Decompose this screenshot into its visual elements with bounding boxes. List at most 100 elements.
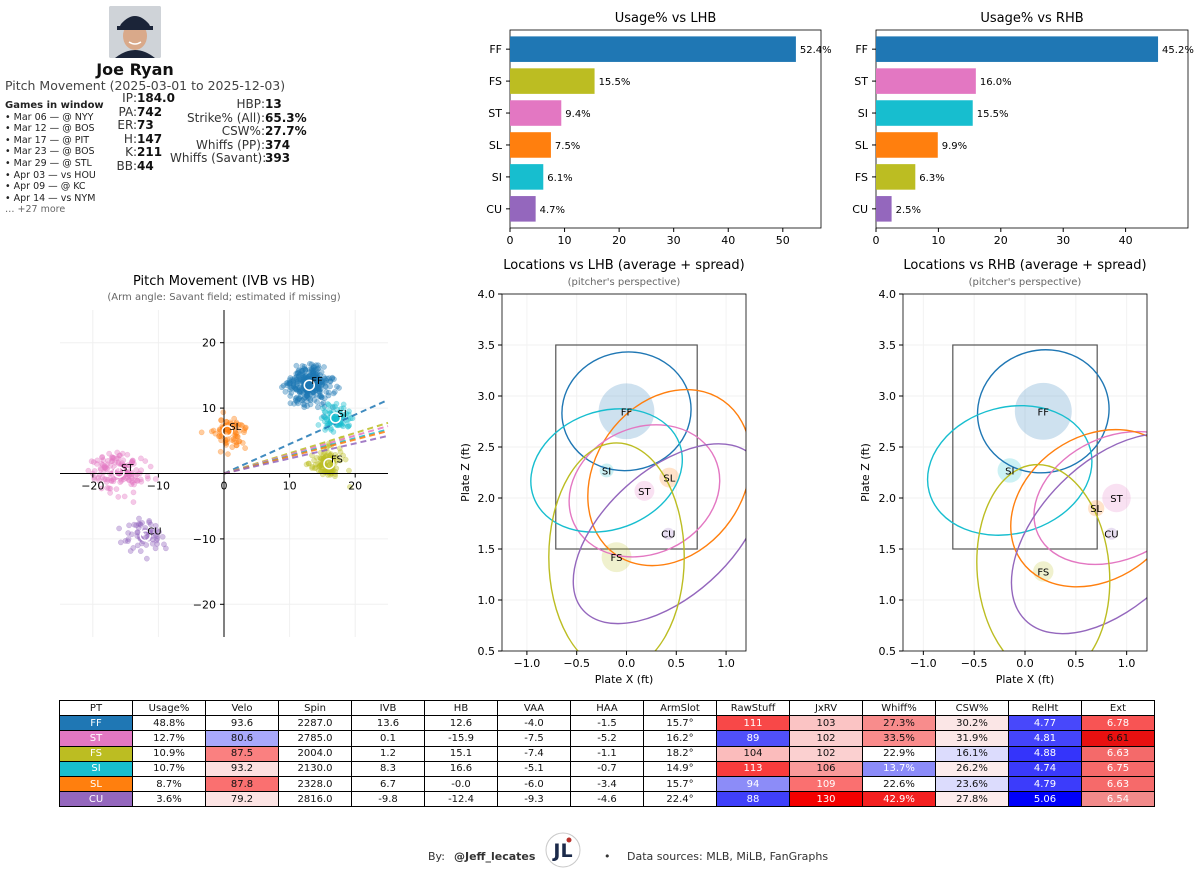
category-label: SI: [858, 107, 868, 120]
pitch-point: [152, 522, 159, 529]
pitch-point: [98, 485, 105, 492]
games-list: Games in window • Mar 06 — @ NYY • Mar 1…: [5, 100, 145, 216]
pitch-point: [293, 362, 300, 369]
stat-value: 13: [265, 97, 282, 111]
games-title: Games in window: [5, 100, 104, 111]
pitch-point: [153, 537, 160, 544]
player-photo-icon: [109, 6, 161, 58]
y-tick-label: 2.0: [478, 492, 496, 505]
table-row: FS 10.9% 87.5 2004.0 1.2 15.1 -7.4 -1.1 18.2° 104…: [59, 745, 1155, 762]
pitch-point: [109, 454, 115, 460]
pitch-point: [224, 439, 230, 446]
x-tick-label: 0: [221, 480, 228, 493]
bar-ff: [876, 36, 1159, 62]
table-cell: 104: [716, 745, 790, 762]
pitch-point: [305, 460, 312, 467]
footer: By: @Jeff_lecates JL • Data sources: MLB…: [0, 830, 1200, 870]
table-cell: 22.9%: [862, 745, 936, 762]
pitch-label: ST: [638, 487, 651, 498]
avg-blob-ff: [1014, 382, 1072, 440]
pitch-point: [227, 419, 234, 426]
stat-value: 44: [137, 158, 154, 173]
table-cell: -12.4: [424, 791, 498, 808]
mean-marker-ff: [303, 379, 316, 391]
table-cell: 1.2: [351, 745, 425, 762]
pitch-point: [332, 389, 338, 395]
table-cell: 10.9%: [132, 745, 206, 762]
plot-area: FF SI ST SL CU FS: [903, 294, 1147, 651]
pitch-point: [134, 529, 140, 536]
pitch-label: CU: [1104, 530, 1118, 541]
pitch-point: [146, 519, 152, 526]
pitch-point: [107, 475, 114, 482]
y-tick-label: 3.0: [478, 390, 496, 403]
pitch-point: [287, 393, 294, 399]
x-tick-label: −1.0: [514, 657, 541, 670]
table-cell: 93.6: [205, 715, 279, 732]
x-tick-label: 10: [283, 480, 297, 493]
pitch-point: [130, 545, 137, 551]
pitch-label: SI: [338, 409, 347, 420]
bar-sl: [876, 132, 938, 158]
table-cell: 13.6: [351, 715, 425, 732]
table-body: FF 48.8% 93.6 2287.0 13.6 12.6 -4.0 -1.5 15.7° 11…: [59, 715, 1155, 808]
pitch-point: [313, 367, 320, 374]
table-cell: 27.8%: [935, 791, 1009, 808]
table-header-row: PT Usage% Velo Spin IVB HB VAA HAA ArmSlot RawStu…: [59, 699, 1155, 717]
y-tick-label: 3.5: [478, 339, 496, 352]
stat-value: 27.7%: [265, 124, 307, 138]
pitch-point: [225, 451, 231, 457]
y-tick-label: 10: [202, 402, 216, 415]
table-cell: 31.9%: [935, 730, 1009, 747]
y-tick-label: 2.0: [879, 492, 897, 505]
category-label: SI: [492, 171, 502, 184]
x-tick-label: −10: [147, 480, 170, 493]
bar-value-label: 52.4%: [800, 45, 832, 56]
table-cell: 2785.0: [278, 730, 352, 747]
point-cloud-fs: [303, 435, 353, 490]
column-header: RelHt: [1008, 699, 1082, 717]
spread-ellipse-fs: [976, 463, 1111, 651]
table-cell: 16.1%: [935, 745, 1009, 762]
x-axis-label: Plate X (ft): [996, 673, 1055, 686]
pitch-point: [309, 463, 316, 470]
table-cell: 13.7%: [862, 760, 936, 777]
pitch-point: [322, 383, 329, 390]
table-cell: 2328.0: [278, 775, 352, 793]
category-label: SL: [489, 139, 503, 152]
x-tick-label: −1.0: [910, 657, 937, 670]
stat-label: K:: [125, 145, 137, 159]
pitch-metrics-table: PT Usage% Velo Spin IVB HB VAA HAA ArmSlot RawStu…: [59, 699, 1155, 808]
pitch-point: [229, 444, 236, 450]
table-cell: 2130.0: [278, 760, 352, 777]
pitch-point: [299, 371, 305, 378]
author-logo-icon: JL: [545, 832, 581, 868]
table-cell: 130: [789, 791, 863, 808]
pitch-point: [306, 373, 313, 379]
arm-angle-line-st: [223, 425, 389, 475]
x-tick-label: 1.0: [717, 657, 735, 670]
column-header: PT: [59, 699, 133, 717]
pitch-point: [152, 476, 159, 482]
game-item: • Apr 03 — vs HOU: [5, 169, 96, 181]
bar-value-label: 6.3%: [919, 173, 944, 184]
pitch-label: SI: [602, 466, 611, 477]
stat-label: Whiffs (Savant):: [170, 151, 267, 165]
pitch-point: [133, 467, 140, 473]
stat-value: 184.0: [137, 91, 175, 105]
pitch-point: [96, 477, 103, 484]
table-cell: -0.7: [570, 760, 644, 777]
table-cell: 30.2%: [935, 715, 1009, 732]
x-tick-label: 10: [558, 234, 572, 247]
stat-row: Whiffs (PP):374: [170, 138, 307, 153]
footer-bullet: •: [604, 850, 611, 863]
player-photo: [109, 6, 161, 58]
game-item: • Mar 12 — @ BOS: [5, 123, 95, 135]
table-cell: 5.06: [1008, 791, 1082, 808]
pitch-point: [342, 456, 349, 463]
point-cloud-cu: [116, 515, 169, 562]
table-row: SI 10.7% 93.2 2130.0 8.3 16.6 -5.1 -0.7 14.9° 113…: [59, 760, 1155, 777]
table-cell: SL: [59, 775, 133, 793]
table-cell: 4.79: [1008, 775, 1082, 793]
table-cell: 22.4°: [643, 791, 717, 808]
